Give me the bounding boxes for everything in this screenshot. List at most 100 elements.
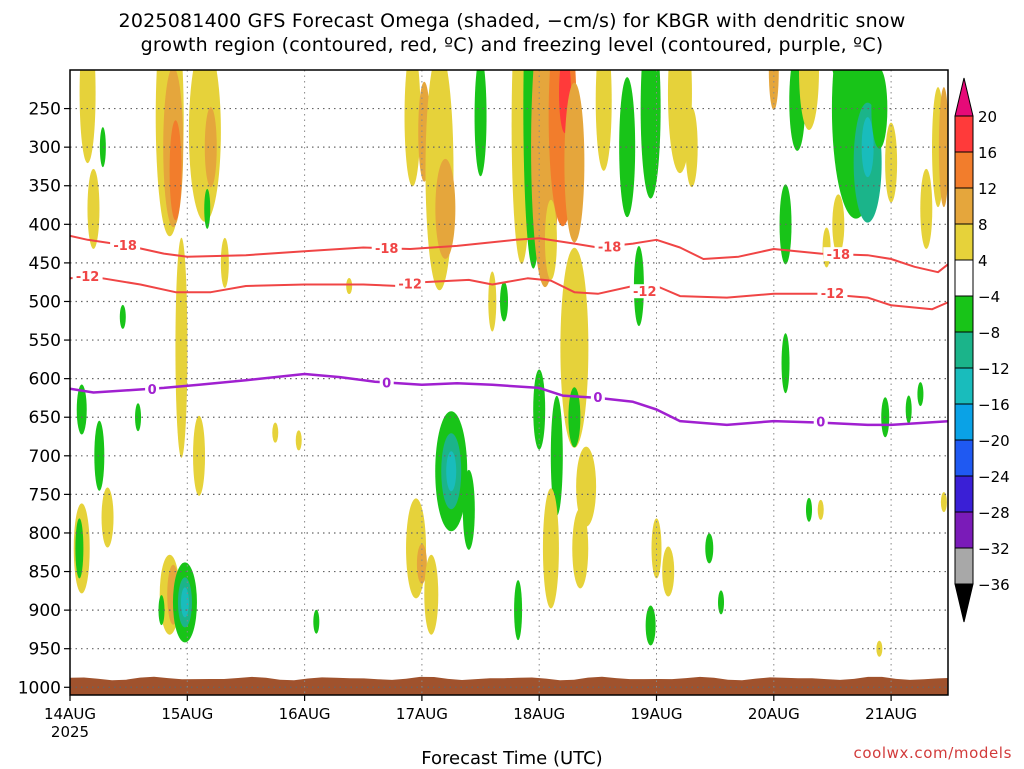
omega-cell (619, 77, 636, 218)
omega-cell (446, 451, 457, 492)
colorbar-bottom-arrow (954, 583, 974, 623)
omega-cell (781, 333, 790, 394)
grid-lines (70, 70, 948, 695)
chart-title-line-1: 2025081400 GFS Forecast Omega (shaded, −… (118, 10, 906, 32)
x-axis-title: Forecast Time (UTC) (421, 748, 603, 769)
x-tick-label: 16AUG (279, 705, 331, 723)
ground-fill (70, 676, 948, 695)
omega-cell (119, 304, 126, 329)
omega-cell (938, 87, 948, 208)
y-tick-label: 950 (29, 640, 61, 660)
contour-label: -12 (398, 278, 422, 293)
contour-labels: -18 -18 -18 -18 -12 -12 -12 -12 0 0 0 0 (72, 237, 854, 431)
x-tick-label: 17AUG (396, 705, 448, 723)
omega-cell (768, 70, 779, 110)
colorbar: 20 16 12 8 4 −4 −8 −12 −16 −20 −24 −28 −32 −36 (954, 77, 1010, 623)
y-tick-label: 800 (29, 524, 61, 544)
colorbar-swatch (954, 187, 974, 225)
omega-cell (99, 127, 106, 168)
x-tick-label: 19AUG (631, 705, 683, 723)
y-tick-label: 250 (29, 100, 61, 120)
omega-cell (645, 605, 656, 646)
omega-shading (73, 70, 948, 657)
omega-cell (542, 488, 559, 609)
omega-cell (832, 194, 845, 255)
colorbar-swatch (954, 223, 974, 261)
omega-cell (87, 168, 100, 249)
omega-cell (595, 70, 612, 171)
contour-label-bg (395, 276, 426, 291)
x-tick-label: 21AUG (865, 705, 917, 723)
y-tick-label: 500 (29, 292, 61, 312)
omega-cell (798, 70, 819, 130)
y-tick-label: 400 (29, 215, 61, 235)
contour-lines (70, 234, 948, 427)
colorbar-swatch (954, 331, 974, 369)
contour-label-bg (110, 237, 141, 252)
colorbar-label: 12 (978, 180, 997, 198)
colorbar-swatch (954, 115, 974, 153)
colorbar-swatch (954, 511, 974, 549)
contour-label-bg (145, 382, 160, 397)
omega-cell (416, 543, 427, 584)
omega-cell (346, 278, 353, 295)
contour-label-bg (629, 284, 660, 299)
colorbar-label: −8 (978, 324, 1000, 342)
credit-text: coolwx.com/models (853, 744, 1012, 762)
y-tick-label: 650 (29, 408, 61, 428)
contour-label: -12 (633, 285, 657, 300)
contour-label-bg (813, 414, 828, 429)
colorbar-label: −36 (978, 576, 1010, 594)
contour-label-bg (817, 285, 848, 300)
omega-cell (180, 587, 189, 618)
omega-cell (272, 422, 279, 443)
contour-line (70, 372, 948, 427)
x-axis: 14AUG 15AUG 16AUG 17AUG 18AUG 19AUG 20AUG 21AUG… (44, 695, 917, 741)
omega-cell (313, 609, 320, 634)
colorbar-swatch (954, 475, 974, 513)
omega-cell (920, 168, 933, 249)
omega-cell (564, 82, 585, 243)
omega-cell (193, 415, 206, 496)
contour-label: 0 (816, 416, 825, 431)
colorbar-swatch (954, 295, 974, 333)
colorbar-swatch (954, 547, 974, 585)
omega-cell (500, 281, 509, 322)
omega-cell (295, 430, 302, 451)
colorbar-swatch (954, 259, 974, 297)
colorbar-label: 20 (978, 108, 997, 126)
contour-label-bg (590, 389, 605, 404)
contour-label-bg (72, 268, 103, 283)
omega-cell (640, 70, 661, 199)
contour-label: 0 (382, 376, 391, 391)
x-tick-label: 15AUG (161, 705, 213, 723)
omega-cell (705, 533, 714, 564)
colorbar-label: 4 (978, 252, 988, 270)
y-tick-label: 850 (29, 563, 61, 583)
omega-cell (871, 70, 888, 149)
omega-cell (94, 420, 105, 491)
y-tick-label: 450 (29, 254, 61, 274)
contour-line (70, 234, 948, 274)
omega-cell (404, 70, 421, 187)
contour-label: -12 (76, 270, 100, 285)
omega-cell (550, 395, 563, 516)
colorbar-label: −24 (978, 468, 1010, 486)
plot-frame (69, 69, 949, 696)
contour-label: -18 (598, 240, 622, 255)
omega-cell (462, 469, 475, 550)
omega-cell (135, 403, 142, 432)
omega-cell (885, 122, 898, 203)
contour-label-bg (823, 247, 854, 262)
omega-cell (572, 508, 589, 589)
contour-label: 0 (593, 391, 602, 406)
omega-cell (169, 120, 182, 221)
colorbar-label: −28 (978, 504, 1010, 522)
contour-label-bg (371, 241, 402, 256)
colorbar-label: −20 (978, 432, 1010, 450)
y-tick-label: 1000 (18, 678, 61, 698)
contour-line (70, 275, 948, 311)
x-tick-label: 18AUG (513, 705, 565, 723)
contour-label: -18 (375, 242, 399, 257)
